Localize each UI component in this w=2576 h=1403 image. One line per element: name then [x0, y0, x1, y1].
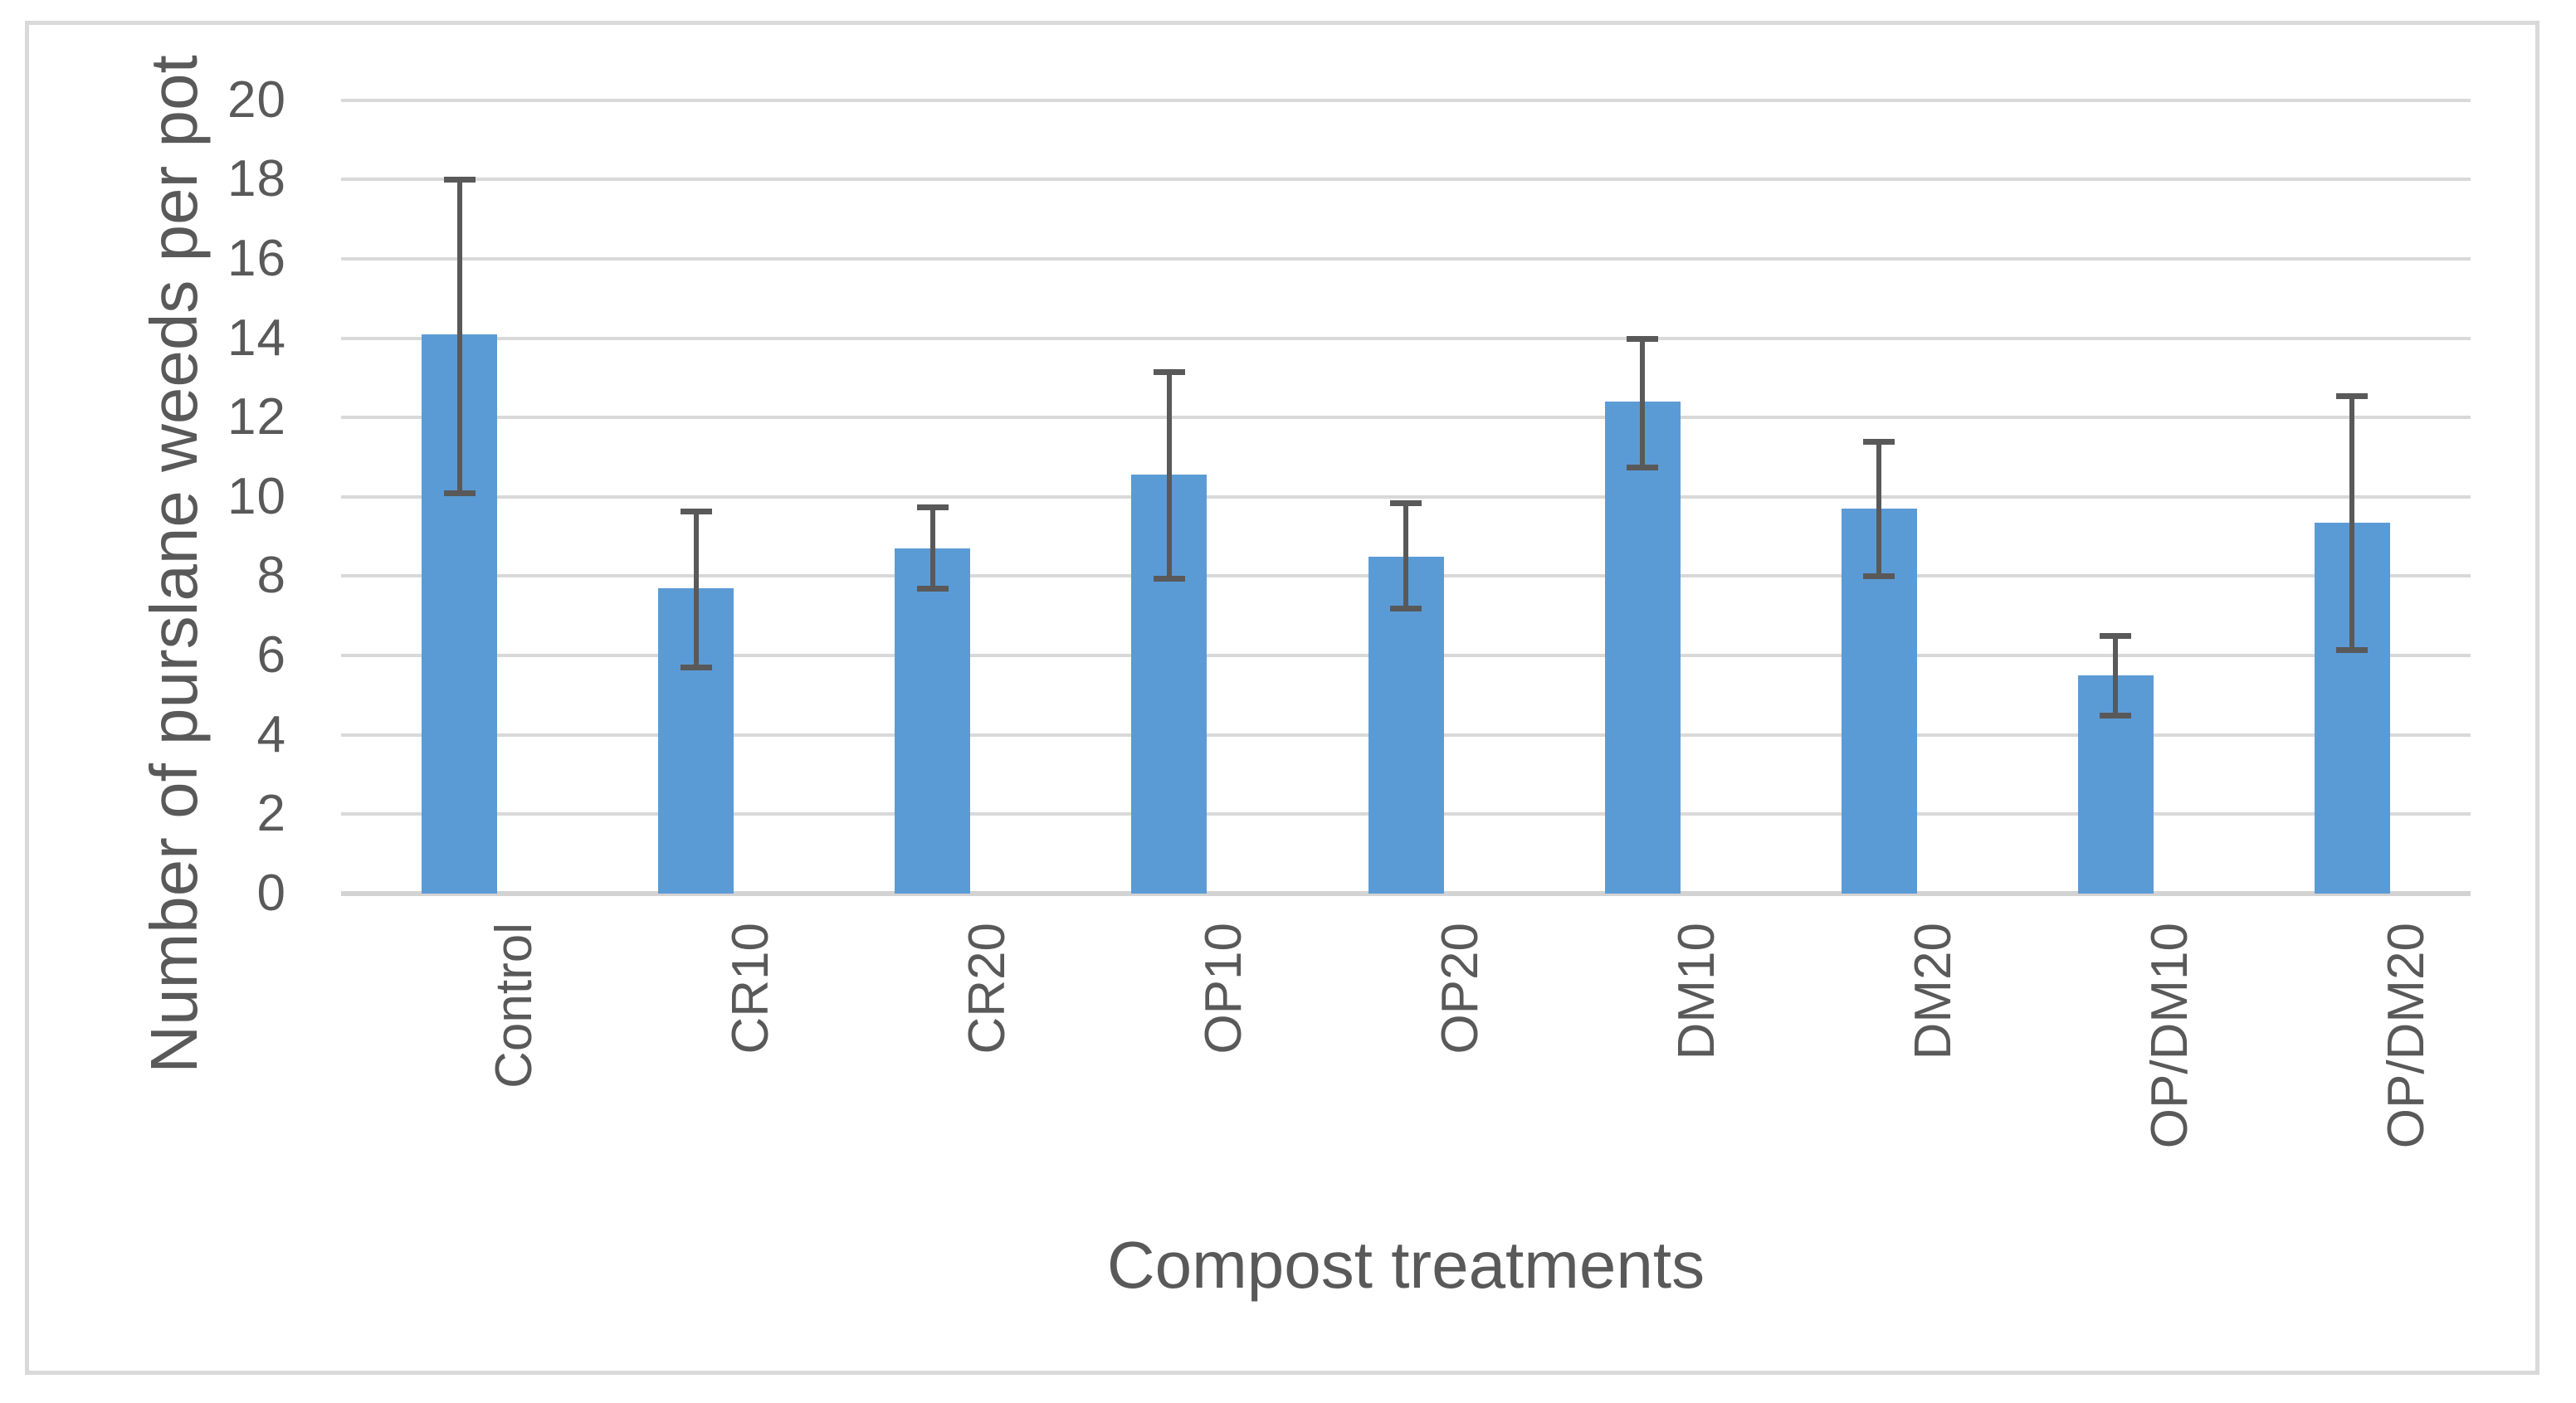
error-bar-line [929, 506, 935, 588]
y-tick-label: 2 [256, 785, 286, 843]
error-bar-cap [1390, 605, 1422, 611]
error-bar-cap [916, 585, 949, 592]
error-bar-cap [1627, 335, 1659, 342]
x-tick-label-OP10: OP10 [1194, 923, 1252, 1055]
error-bar-line [2349, 395, 2355, 650]
x-tick-label-DM20: DM20 [1905, 923, 1963, 1060]
gridline [341, 494, 2471, 499]
gridline [341, 256, 2471, 261]
error-bar-cap [1153, 575, 1185, 582]
error-bar-line [1166, 372, 1172, 578]
y-tick-label: 8 [256, 547, 286, 605]
x-tick-label-OP/DM20: OP/DM20 [2378, 923, 2436, 1149]
error-bar-cap [2336, 646, 2369, 653]
error-bar-cap [1390, 499, 1422, 506]
error-bar-cap [1863, 573, 1895, 580]
x-tick-label-DM10: DM10 [1668, 923, 1726, 1060]
y-tick-label: 12 [227, 388, 286, 446]
error-bar-line [1640, 338, 1646, 467]
error-bar-cap [2336, 392, 2369, 399]
x-tick-label-Control: Control [485, 923, 543, 1089]
y-axis-title: Number of purslane weeds per pot [137, 55, 211, 1074]
y-tick-label: 10 [227, 467, 286, 525]
gridline [341, 178, 2471, 182]
error-bar-cap [443, 177, 476, 183]
y-tick-label: 4 [256, 705, 286, 763]
error-bar-cap [1863, 438, 1895, 445]
error-bar-cap [2100, 712, 2132, 719]
bar-DM10 [1604, 402, 1681, 894]
error-bar-cap [2100, 633, 2132, 640]
error-bar-cap [916, 504, 949, 510]
y-tick-label: 16 [227, 229, 286, 287]
x-tick-label-OP20: OP20 [1432, 923, 1489, 1055]
bar-CR20 [895, 548, 971, 894]
y-tick-label: 6 [256, 626, 286, 684]
x-axis-line [341, 891, 2471, 896]
y-tick-label: 20 [227, 71, 286, 129]
error-bar-line [1876, 441, 1882, 577]
error-bar-line [693, 510, 699, 668]
gridline [341, 416, 2471, 420]
y-tick-label: 18 [227, 150, 286, 208]
gridline [341, 98, 2471, 102]
x-tick-label-CR10: CR10 [721, 923, 779, 1055]
error-bar-line [1403, 502, 1408, 608]
x-tick-label-CR20: CR20 [958, 923, 1016, 1055]
bar-OP20 [1368, 556, 1444, 894]
gridline [341, 336, 2471, 340]
x-axis-title: Compost treatments [1106, 1228, 1705, 1302]
y-tick-label: 0 [256, 865, 286, 922]
y-tick-label: 14 [227, 309, 286, 367]
error-bar-cap [1627, 464, 1659, 470]
error-bar-cap [680, 508, 712, 514]
error-bar-line [456, 179, 462, 493]
error-bar-line [2113, 636, 2119, 715]
error-bar-cap [1153, 369, 1185, 376]
x-tick-label-OP/DM10: OP/DM10 [2141, 923, 2199, 1149]
error-bar-cap [680, 665, 712, 671]
error-bar-cap [443, 490, 476, 497]
